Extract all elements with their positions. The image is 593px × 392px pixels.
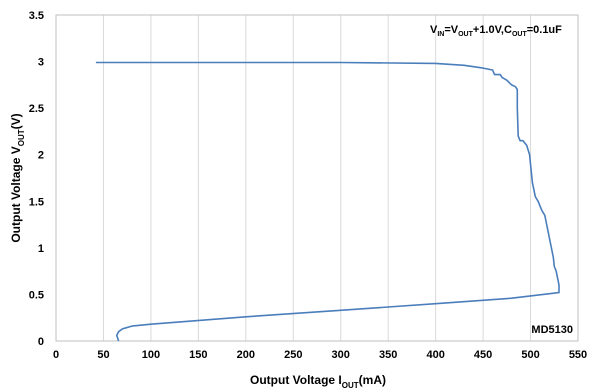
y-tick-label: 1.5: [29, 196, 44, 208]
x-tick-label: 400: [426, 349, 444, 361]
x-tick-label: 550: [569, 349, 587, 361]
x-tick-label: 350: [379, 349, 397, 361]
x-tick-labels: 0 50 100 150 200 250 300 350 400 450 500 550: [53, 349, 587, 361]
y-tick-label: 2: [38, 150, 44, 162]
y-tick-label: 0: [38, 336, 44, 348]
x-axis-title: Output Voltage IOUT(mA): [250, 373, 386, 390]
x-tick-label: 150: [189, 349, 207, 361]
series-layer: [95, 61, 560, 342]
x-tick-label: 50: [97, 349, 109, 361]
x-tick-label: 100: [142, 349, 160, 361]
grid-layer: [102, 15, 532, 341]
x-tick-label: 450: [474, 349, 492, 361]
x-tick-label: 300: [332, 349, 350, 361]
y-tick-label: 1: [38, 243, 44, 255]
y-tick-label: 3: [38, 57, 44, 69]
x-tick-label: 250: [284, 349, 302, 361]
part-number-label: MD5130: [531, 324, 573, 336]
y-tick-label: 0.5: [29, 289, 44, 301]
y-tick-label: 3.5: [29, 10, 44, 22]
y-axis-title: Output Voltage VOUT(V): [9, 113, 26, 242]
y-tick-labels: 0 0.5 1 1.5 2 2.5 3 3.5: [29, 10, 44, 348]
y-tick-label: 2.5: [29, 103, 44, 115]
plot-area: [55, 14, 579, 342]
series-line: [95, 61, 560, 342]
x-tick-label: 200: [237, 349, 255, 361]
conditions-annotation: VIN=VOUT+1.0V,COUT=0.1uF: [430, 24, 562, 38]
x-tick-label: 0: [53, 349, 59, 361]
x-tick-label: 500: [521, 349, 539, 361]
